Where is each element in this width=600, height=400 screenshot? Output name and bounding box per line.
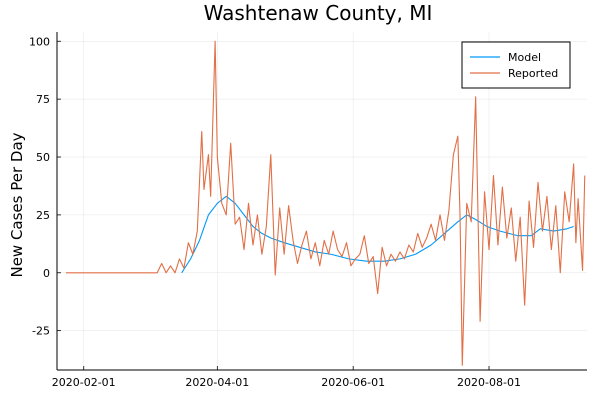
x-tick-label-3: 2020-08-01 <box>457 376 521 389</box>
y-tick-label-0: -25 <box>32 325 50 338</box>
y-tick-label-5: 100 <box>29 35 50 48</box>
x-tick-label-2: 2020-06-01 <box>321 376 385 389</box>
legend: Model Reported <box>461 41 571 89</box>
series-lines <box>65 40 586 366</box>
chart-title: Washtenaw County, MI <box>204 1 433 25</box>
y-tick-label-4: 75 <box>36 93 50 106</box>
series-line-reported <box>65 40 586 366</box>
y-tick-label-2: 25 <box>36 209 50 222</box>
y-tick-label-1: 0 <box>43 267 50 280</box>
series-line-model <box>181 195 574 274</box>
y-tick-label-3: 50 <box>36 151 50 164</box>
tick-labels: 2020-02-01 2020-04-01 2020-06-01 2020-08-01… <box>29 35 521 389</box>
legend-label-reported: Reported <box>508 67 558 80</box>
axes <box>56 32 587 371</box>
legend-label-model: Model <box>508 51 541 64</box>
x-tick-label-0: 2020-02-01 <box>52 376 116 389</box>
y-axis-label: New Cases Per Day <box>8 132 26 277</box>
legend-box <box>461 41 571 89</box>
x-tick-label-1: 2020-04-01 <box>185 376 249 389</box>
